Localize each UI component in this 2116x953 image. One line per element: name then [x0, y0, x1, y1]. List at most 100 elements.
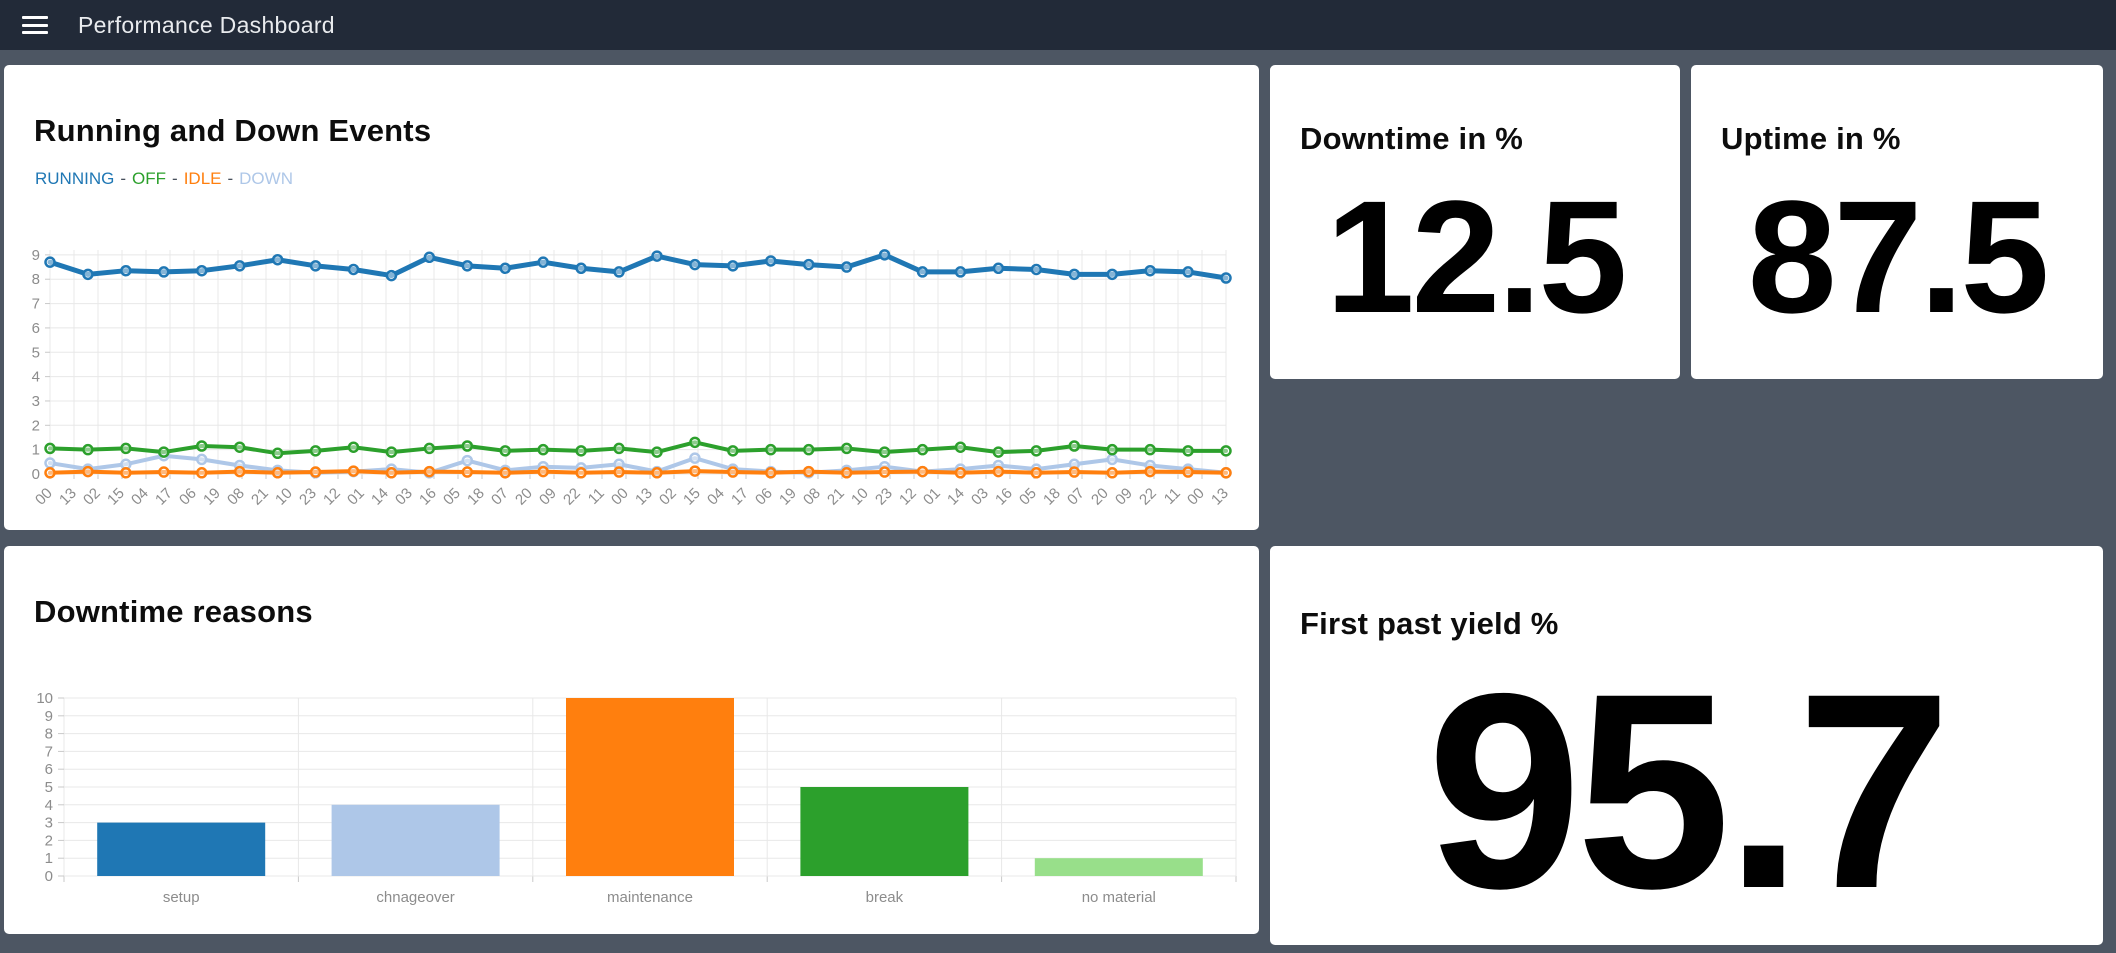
svg-text:04: 04 [704, 485, 728, 509]
svg-text:12: 12 [896, 485, 920, 509]
svg-text:23: 23 [296, 485, 320, 509]
legend-separator: - [172, 169, 178, 188]
svg-text:9: 9 [32, 247, 40, 264]
svg-text:00: 00 [608, 485, 632, 509]
svg-text:2: 2 [32, 417, 40, 434]
panel-title-first-pass-yield: First past yield % [1300, 606, 1559, 641]
svg-text:maintenance: maintenance [607, 889, 693, 906]
svg-text:0: 0 [45, 868, 53, 885]
topbar: Performance Dashboard [0, 0, 2116, 50]
svg-text:06: 06 [752, 485, 776, 509]
uptime-percent-value: 87.5 [1747, 167, 2050, 346]
svg-text:3: 3 [32, 393, 40, 410]
first-pass-yield-value: 95.7 [1427, 634, 1951, 946]
svg-text:21: 21 [248, 485, 272, 509]
svg-text:setup: setup [163, 889, 200, 906]
svg-text:7: 7 [45, 743, 53, 760]
svg-text:23: 23 [872, 485, 896, 509]
panel-uptime-percent: Uptime in % 87.5 [1691, 65, 2103, 379]
svg-text:8: 8 [32, 271, 40, 288]
svg-text:04: 04 [128, 485, 152, 509]
svg-text:22: 22 [560, 485, 584, 509]
svg-text:7: 7 [32, 296, 40, 313]
svg-text:8: 8 [45, 726, 53, 743]
svg-text:00: 00 [32, 485, 56, 509]
svg-text:14: 14 [944, 485, 968, 509]
svg-text:03: 03 [968, 485, 992, 509]
app-title: Performance Dashboard [78, 11, 335, 38]
svg-text:3: 3 [45, 815, 53, 832]
svg-text:00: 00 [1184, 485, 1208, 509]
svg-text:06: 06 [176, 485, 200, 509]
svg-text:07: 07 [488, 485, 512, 509]
chart-legend: RUNNING - OFF - IDLE - DOWN [35, 169, 293, 189]
panel-first-pass-yield: First past yield % 95.7 [1270, 546, 2103, 945]
svg-text:15: 15 [680, 485, 704, 509]
svg-text:break: break [866, 889, 904, 906]
panel-running-down-events: Running and Down Events RUNNING - OFF - IDLE… [4, 65, 1259, 530]
svg-text:01: 01 [344, 485, 368, 509]
legend-item-running[interactable]: RUNNING [35, 169, 115, 188]
legend-item-down[interactable]: DOWN [239, 169, 293, 188]
svg-text:2: 2 [45, 832, 53, 849]
svg-text:5: 5 [32, 344, 40, 361]
panel-title-uptime-percent: Uptime in % [1721, 121, 1901, 156]
legend-separator: - [120, 169, 127, 188]
panel-downtime-reasons: Downtime reasons 0 1 2 3 4 5 6 7 8 9 10 setup chnage… [4, 546, 1259, 934]
svg-text:08: 08 [800, 485, 824, 509]
svg-text:05: 05 [1016, 485, 1040, 509]
svg-text:10: 10 [272, 485, 296, 509]
svg-text:1: 1 [32, 442, 40, 459]
svg-text:6: 6 [45, 761, 53, 778]
svg-text:05: 05 [440, 485, 464, 509]
svg-text:13: 13 [1208, 485, 1232, 509]
svg-text:11: 11 [1161, 485, 1184, 508]
svg-text:07: 07 [1064, 485, 1088, 509]
svg-text:09: 09 [1112, 485, 1136, 509]
svg-text:09: 09 [536, 485, 560, 509]
svg-text:20: 20 [1088, 485, 1112, 509]
svg-text:02: 02 [80, 485, 104, 509]
svg-text:03: 03 [392, 485, 416, 509]
legend-item-idle[interactable]: IDLE [183, 169, 222, 188]
svg-text:chnageover: chnageover [376, 889, 454, 906]
svg-text:18: 18 [1040, 485, 1064, 509]
svg-text:1: 1 [45, 850, 53, 867]
legend-separator: - [227, 169, 234, 188]
panel-title-downtime-reasons: Downtime reasons [34, 594, 313, 629]
svg-text:18: 18 [464, 485, 488, 509]
svg-text:10: 10 [36, 690, 53, 707]
svg-text:19: 19 [776, 485, 800, 509]
svg-text:4: 4 [45, 797, 53, 814]
svg-text:08: 08 [224, 485, 248, 509]
running-down-events-line-chart: 00 13 02 15 04 17 06 19 08 21 10 23 12 01 14 03 16 05 18 07… [32, 247, 1232, 509]
panel-title-running-down-events: Running and Down Events [34, 113, 432, 148]
svg-text:12: 12 [320, 485, 344, 509]
svg-text:0: 0 [32, 466, 40, 483]
svg-text:no material: no material [1082, 889, 1156, 906]
svg-text:16: 16 [992, 485, 1016, 509]
svg-text:02: 02 [656, 485, 680, 509]
svg-text:6: 6 [32, 320, 40, 337]
svg-text:15: 15 [104, 485, 128, 509]
svg-text:20: 20 [512, 485, 536, 509]
legend-item-off[interactable]: OFF [132, 169, 167, 188]
svg-text:4: 4 [32, 369, 40, 386]
svg-text:11: 11 [585, 485, 608, 508]
svg-text:19: 19 [200, 485, 224, 509]
svg-text:16: 16 [416, 485, 440, 509]
downtime-percent-value: 12.5 [1325, 167, 1628, 346]
panel-title-downtime-percent: Downtime in % [1300, 121, 1524, 156]
svg-text:17: 17 [728, 485, 752, 509]
svg-text:21: 21 [824, 485, 848, 509]
svg-text:9: 9 [45, 708, 53, 725]
svg-text:10: 10 [848, 485, 872, 509]
svg-text:5: 5 [45, 779, 53, 796]
svg-text:14: 14 [368, 485, 392, 509]
svg-text:17: 17 [152, 485, 176, 509]
menu-icon[interactable] [22, 14, 52, 36]
svg-text:22: 22 [1136, 485, 1160, 509]
svg-text:13: 13 [56, 485, 80, 509]
svg-text:01: 01 [920, 485, 944, 509]
